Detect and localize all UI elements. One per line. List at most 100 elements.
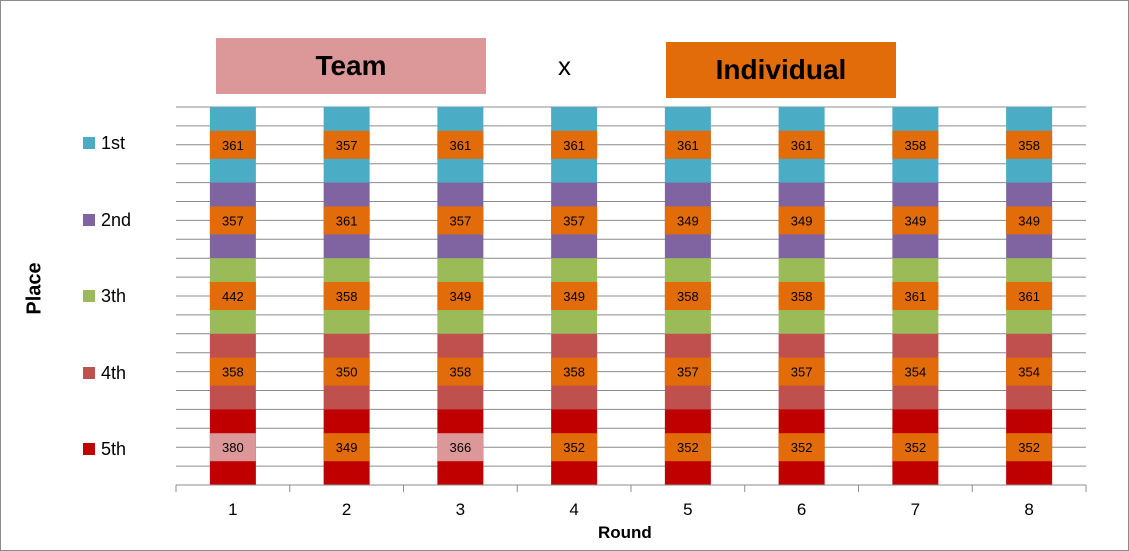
individual-value-cell (551, 130, 598, 159)
x-tick-label: 4 (569, 500, 578, 519)
x-tick-label: 8 (1024, 500, 1033, 519)
data-label: 349 (1018, 213, 1040, 228)
place-label: 1st (101, 132, 126, 153)
individual-value-cell (892, 433, 939, 462)
versus-label: x (558, 51, 571, 81)
individual-value-cell (664, 206, 711, 235)
data-label: 361 (450, 138, 472, 153)
data-label: 354 (905, 365, 927, 380)
place-swatch (83, 443, 95, 455)
place-legend-2nd: 2nd (83, 210, 131, 230)
data-label: 352 (791, 440, 813, 455)
individual-value-cell (551, 206, 598, 235)
place-legend-1st: 1st (83, 133, 125, 153)
place-label: 5th (101, 438, 127, 459)
data-label: 354 (1018, 365, 1040, 380)
individual-value-cell (209, 282, 256, 310)
data-label: 352 (905, 440, 927, 455)
individual-value-cell (1006, 357, 1053, 386)
data-label: 358 (905, 138, 927, 153)
individual-value-cell (892, 357, 939, 386)
individual-value-cell (437, 206, 484, 235)
data-label: 380 (222, 440, 244, 455)
data-label: 361 (677, 138, 699, 153)
individual-value-cell (778, 130, 825, 159)
individual-value-cell (892, 282, 939, 310)
data-label: 361 (563, 138, 585, 153)
individual-value-cell (437, 130, 484, 159)
individual-legend-box: Individual (666, 42, 896, 98)
individual-value-cell (778, 357, 825, 386)
data-label: 358 (791, 289, 813, 304)
x-tick-label: 7 (911, 500, 920, 519)
individual-value-cell (551, 433, 598, 462)
place-legend-3th: 3th (83, 286, 126, 306)
individual-value-cell (778, 433, 825, 462)
data-label: 349 (791, 213, 813, 228)
place-legend-5th: 5th (83, 439, 126, 459)
data-label: 358 (222, 365, 244, 380)
place-label: 4th (101, 362, 127, 383)
individual-value-cell (778, 206, 825, 235)
individual-value-cell (323, 357, 370, 386)
data-label: 358 (450, 365, 472, 380)
data-label: 349 (450, 289, 472, 304)
individual-value-cell (1006, 433, 1053, 462)
individual-value-cell (1006, 130, 1053, 159)
data-label: 357 (677, 365, 699, 380)
individual-value-cell (892, 130, 939, 159)
data-label: 349 (563, 289, 585, 304)
data-label: 357 (336, 138, 358, 153)
team-legend-label: Team (315, 50, 387, 81)
data-label: 361 (791, 138, 813, 153)
team-value-cell (209, 433, 256, 462)
individual-value-cell (664, 282, 711, 310)
data-label: 352 (563, 440, 585, 455)
individual-value-cell (209, 357, 256, 386)
data-label: 349 (677, 213, 699, 228)
individual-value-cell (1006, 282, 1053, 310)
place-legend-4th: 4th (83, 363, 126, 383)
individual-value-cell (437, 357, 484, 386)
place-label: 2nd (101, 209, 132, 230)
individual-value-cell (664, 130, 711, 159)
individual-value-cell (551, 282, 598, 310)
data-label: 358 (677, 289, 699, 304)
x-tick-label: 2 (342, 500, 351, 519)
data-label: 349 (905, 213, 927, 228)
individual-value-cell (323, 206, 370, 235)
x-tick-label: 3 (456, 500, 465, 519)
individual-value-cell (437, 282, 484, 310)
place-label: 3th (101, 285, 127, 306)
individual-value-cell (1006, 206, 1053, 235)
place-swatch (83, 214, 95, 226)
individual-value-cell (551, 357, 598, 386)
data-label: 361 (1018, 289, 1040, 304)
individual-legend-label: Individual (715, 54, 847, 85)
individual-value-cell (323, 130, 370, 159)
data-label: 358 (1018, 138, 1040, 153)
place-swatch (83, 290, 95, 302)
data-label: 357 (791, 365, 813, 380)
individual-value-cell (209, 206, 256, 235)
data-label: 357 (222, 213, 244, 228)
data-label: 361 (336, 213, 358, 228)
data-label: 352 (677, 440, 699, 455)
data-label: 366 (450, 440, 472, 455)
individual-value-cell (664, 433, 711, 462)
data-label: 352 (1018, 440, 1040, 455)
data-label: 357 (450, 213, 472, 228)
data-label: 361 (222, 138, 244, 153)
place-swatch (83, 367, 95, 379)
data-label: 361 (905, 289, 927, 304)
x-tick-label: 6 (797, 500, 806, 519)
data-label: 349 (336, 440, 358, 455)
data-label: 358 (563, 365, 585, 380)
individual-value-cell (778, 282, 825, 310)
data-label: 442 (222, 289, 244, 304)
individual-value-cell (209, 130, 256, 159)
individual-value-cell (323, 282, 370, 310)
individual-value-cell (664, 357, 711, 386)
